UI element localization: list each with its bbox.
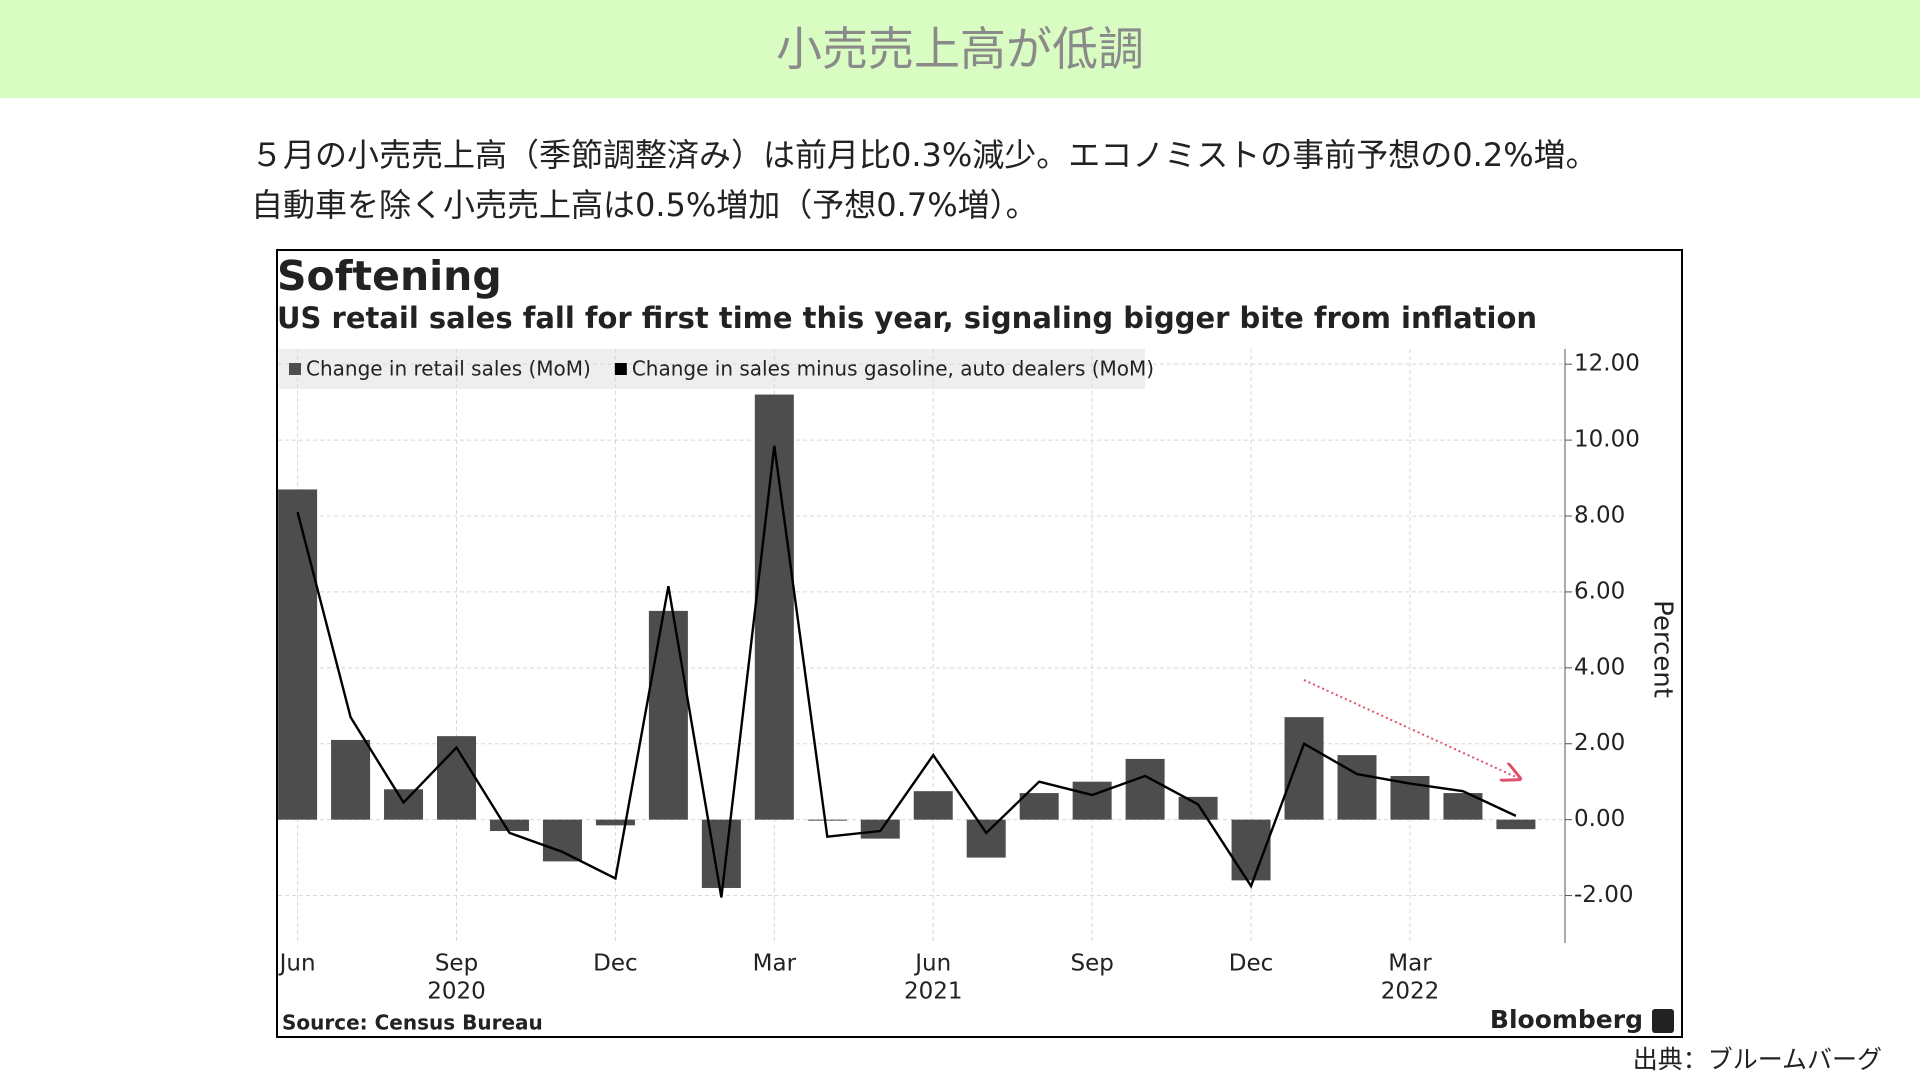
bar <box>1019 793 1059 820</box>
bar <box>913 791 953 820</box>
legend-swatch <box>289 363 301 375</box>
brand: Bloomberg <box>1490 1005 1643 1034</box>
bar <box>807 819 847 821</box>
x-tick-label: Dec <box>593 951 638 977</box>
header-title: 小売売上高が低調 <box>776 22 1144 76</box>
x-tick-label: Dec <box>1229 951 1274 977</box>
header: 小売売上高が低調 <box>0 0 1920 98</box>
legend-box <box>279 349 1145 389</box>
bar <box>437 736 477 820</box>
source: Source: Census Bureau <box>282 1011 543 1035</box>
bar <box>384 789 424 820</box>
credit: 出典：ブルームバーグ <box>1632 1045 1882 1074</box>
brand-icon <box>1652 1009 1674 1033</box>
y-tick-label: 0.00 <box>1574 806 1625 832</box>
bar <box>1125 758 1165 820</box>
y-tick-label: 8.00 <box>1574 503 1625 529</box>
bar <box>331 739 371 820</box>
bar <box>1337 755 1377 820</box>
x-tick-label: Mar <box>753 951 797 977</box>
bar <box>754 394 794 820</box>
bar <box>542 819 582 862</box>
x-year-label: 2022 <box>1381 979 1440 1005</box>
y-tick-label: 10.00 <box>1574 427 1640 453</box>
x-year-label: 2021 <box>904 979 963 1005</box>
y-tick-label: 6.00 <box>1574 578 1625 604</box>
bar <box>701 819 741 888</box>
trend-arrow <box>1303 679 1518 778</box>
x-tick-label: Sep <box>1070 951 1113 977</box>
bar <box>1284 717 1324 820</box>
bar <box>278 489 318 820</box>
x-tick-label: Sep <box>435 951 478 977</box>
x-year-label: 2020 <box>427 979 486 1005</box>
bar <box>1496 819 1536 830</box>
legend-label: Change in sales minus gasoline, auto dea… <box>632 357 1154 381</box>
legend-swatch <box>614 363 627 375</box>
y-tick-label: -2.00 <box>1574 882 1634 908</box>
y-tick-label: 12.00 <box>1574 351 1640 377</box>
legend-label: Change in retail sales (MoM) <box>306 357 591 381</box>
bar <box>966 819 1006 858</box>
y-tick-label: 4.00 <box>1574 654 1625 680</box>
bar <box>1072 781 1112 820</box>
line <box>296 445 1517 898</box>
bar <box>1178 796 1218 820</box>
bar <box>595 819 635 826</box>
bar <box>489 819 529 832</box>
y-tick-label: 2.00 <box>1574 730 1625 756</box>
x-tick-label: Jun <box>913 951 951 977</box>
bar <box>648 610 688 820</box>
chart-title: Softening <box>277 252 502 300</box>
chart-subtitle: US retail sales fall for first time this… <box>277 301 1537 335</box>
x-tick-label: Mar <box>1388 951 1432 977</box>
x-tick-label: Jun <box>278 951 316 977</box>
y-axis-label: Percent <box>1648 600 1678 698</box>
description: 自動車を除く小売売上高は0.5%増加（予想0.7%増）。 <box>251 186 1038 224</box>
description: ５月の小売売上高（季節調整済み）は前月比0.3%減少。エコノミストの事前予想の0… <box>251 136 1598 174</box>
